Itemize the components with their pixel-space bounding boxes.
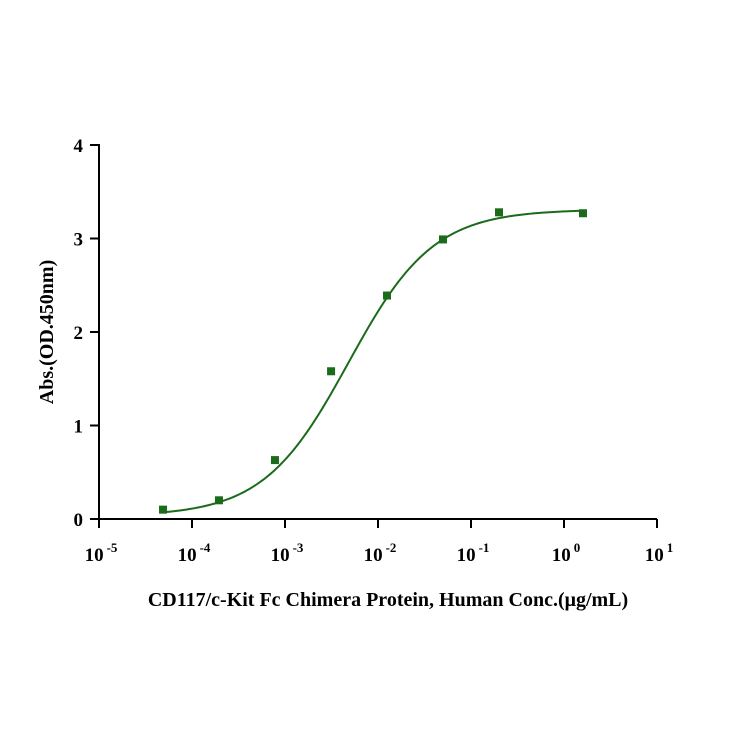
- y-tick-label: 4: [74, 136, 84, 157]
- data-point: [270, 456, 279, 465]
- y-ticks: 0 1 2 3 4: [74, 136, 99, 531]
- data-point: [327, 367, 336, 376]
- x-tick-label: 10 -1: [457, 540, 490, 566]
- axes: [98, 144, 657, 520]
- y-axis-title: Abs.(OD.450nm): [36, 260, 58, 404]
- x-axis-title: CD117/c-Kit Fc Chimera Protein, Human Co…: [148, 589, 628, 611]
- data-point: [578, 209, 587, 218]
- x-tick-label: 10 -3: [271, 540, 304, 566]
- y-tick-label: 0: [74, 510, 84, 531]
- y-tick-label: 3: [74, 230, 84, 251]
- x-ticks: 10 -5 10 -4 10 -3 10 -2 10 -1 10 0 10 1: [85, 519, 674, 566]
- data-points: [159, 208, 587, 514]
- fit-curve: [162, 209, 584, 514]
- y-tick-label: 2: [74, 323, 84, 344]
- data-point: [494, 208, 503, 217]
- x-tick-label: 10 -4: [178, 540, 211, 566]
- data-point: [214, 496, 223, 505]
- x-tick-label: 10 0: [552, 540, 581, 566]
- data-point: [159, 505, 168, 514]
- data-point: [383, 291, 392, 300]
- data-point: [439, 235, 448, 244]
- x-tick-label: 10 -5: [85, 540, 118, 566]
- x-tick-label: 10 -2: [364, 540, 397, 566]
- x-tick-label: 10 1: [645, 540, 674, 566]
- y-tick-label: 1: [74, 417, 84, 438]
